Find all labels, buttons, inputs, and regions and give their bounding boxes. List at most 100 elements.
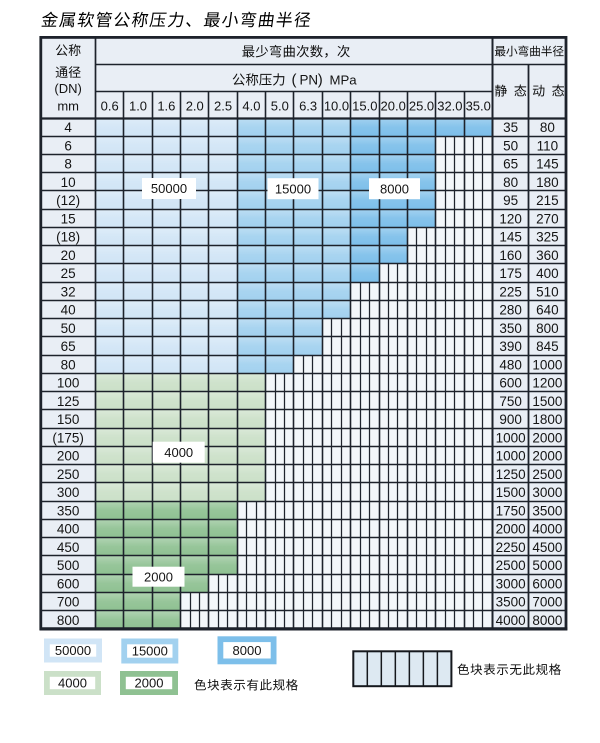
svg-text:800: 800 <box>536 321 559 336</box>
svg-text:8000: 8000 <box>532 613 562 628</box>
svg-text:175: 175 <box>499 266 522 281</box>
svg-text:500: 500 <box>57 558 80 573</box>
svg-text:95: 95 <box>503 193 518 208</box>
svg-text:2000: 2000 <box>496 522 526 537</box>
svg-text:845: 845 <box>536 339 559 354</box>
svg-text:1500: 1500 <box>496 485 526 500</box>
svg-text:10.0: 10.0 <box>324 99 349 114</box>
svg-text:640: 640 <box>536 303 559 318</box>
svg-text:(: ( <box>292 72 297 89</box>
svg-text:10: 10 <box>61 175 76 190</box>
svg-text:400: 400 <box>536 266 559 281</box>
svg-text:270: 270 <box>536 211 559 226</box>
svg-text:160: 160 <box>499 248 522 263</box>
svg-text:700: 700 <box>57 595 80 610</box>
svg-text:20: 20 <box>61 248 76 263</box>
svg-text:50000: 50000 <box>151 181 187 196</box>
svg-text:3500: 3500 <box>496 595 526 610</box>
svg-text:4000: 4000 <box>164 445 193 460</box>
svg-text:25.0: 25.0 <box>409 99 434 114</box>
svg-text:2500: 2500 <box>496 558 526 573</box>
svg-text:4000: 4000 <box>496 613 526 628</box>
svg-text:40: 40 <box>61 303 76 318</box>
svg-text:65: 65 <box>503 157 518 172</box>
svg-text:15.0: 15.0 <box>352 99 377 114</box>
svg-text:2000: 2000 <box>144 569 173 584</box>
svg-text:120: 120 <box>499 211 522 226</box>
svg-text:350: 350 <box>499 321 522 336</box>
svg-text:145: 145 <box>536 157 559 172</box>
svg-text:2000: 2000 <box>532 449 562 464</box>
svg-text:510: 510 <box>536 284 559 299</box>
svg-text:325: 325 <box>536 230 559 245</box>
svg-text:8000: 8000 <box>380 181 409 196</box>
svg-text:1250: 1250 <box>496 467 526 482</box>
svg-text:390: 390 <box>499 339 522 354</box>
svg-text:4.0: 4.0 <box>242 99 260 114</box>
svg-text:4500: 4500 <box>532 540 562 555</box>
svg-text:3500: 3500 <box>532 503 562 518</box>
svg-text:2500: 2500 <box>532 467 562 482</box>
svg-text:600: 600 <box>499 376 522 391</box>
svg-text:3000: 3000 <box>532 485 562 500</box>
svg-text:300: 300 <box>57 485 80 500</box>
svg-text:MPa: MPa <box>330 73 358 88</box>
svg-text:50000: 50000 <box>55 643 91 658</box>
svg-text:mm: mm <box>57 99 79 114</box>
svg-text:6: 6 <box>64 138 72 153</box>
svg-text:215: 215 <box>536 193 559 208</box>
svg-text:5000: 5000 <box>532 558 562 573</box>
svg-text:480: 480 <box>499 357 522 372</box>
svg-text:65: 65 <box>61 339 76 354</box>
svg-text:100: 100 <box>57 376 80 391</box>
svg-text:2.5: 2.5 <box>214 99 232 114</box>
svg-text:4000: 4000 <box>58 676 87 691</box>
svg-text:0.6: 0.6 <box>101 99 119 114</box>
svg-text:1800: 1800 <box>532 412 562 427</box>
svg-text:110: 110 <box>537 138 559 153</box>
svg-text:1500: 1500 <box>532 394 562 409</box>
svg-text:80: 80 <box>503 175 518 190</box>
svg-text:750: 750 <box>499 394 522 409</box>
svg-text:50: 50 <box>61 321 76 336</box>
svg-text:1200: 1200 <box>532 376 562 391</box>
svg-text:5.0: 5.0 <box>271 99 289 114</box>
svg-text:125: 125 <box>57 394 80 409</box>
svg-text:280: 280 <box>499 303 522 318</box>
svg-text:35: 35 <box>503 120 518 135</box>
svg-text:350: 350 <box>57 503 80 518</box>
svg-text:4: 4 <box>64 120 72 135</box>
svg-text:1.6: 1.6 <box>157 99 175 114</box>
svg-text:15000: 15000 <box>275 181 311 196</box>
svg-text:PN: PN <box>300 73 319 88</box>
svg-text:1000: 1000 <box>532 357 562 372</box>
svg-text:1000: 1000 <box>496 449 526 464</box>
svg-text:800: 800 <box>57 613 80 628</box>
svg-text:200: 200 <box>57 449 80 464</box>
svg-text:180: 180 <box>536 175 559 190</box>
svg-text:(18): (18) <box>56 230 80 245</box>
svg-text:360: 360 <box>536 248 559 263</box>
svg-text:600: 600 <box>57 576 80 591</box>
svg-text:2250: 2250 <box>496 540 526 555</box>
svg-text:80: 80 <box>540 120 555 135</box>
svg-text:): ) <box>318 72 323 89</box>
svg-text:(12): (12) <box>56 193 80 208</box>
svg-text:80: 80 <box>61 357 76 372</box>
svg-text:32: 32 <box>61 284 76 299</box>
svg-text:2000: 2000 <box>532 430 562 445</box>
svg-text:1750: 1750 <box>496 503 526 518</box>
svg-text:8000: 8000 <box>233 643 262 658</box>
svg-text:35.0: 35.0 <box>466 99 491 114</box>
svg-text:15000: 15000 <box>132 644 168 659</box>
svg-text:450: 450 <box>57 540 80 555</box>
svg-text:2.0: 2.0 <box>186 99 204 114</box>
svg-text:900: 900 <box>499 412 522 427</box>
svg-text:4000: 4000 <box>532 522 562 537</box>
svg-text:225: 225 <box>499 284 522 299</box>
svg-text:25: 25 <box>61 266 76 281</box>
svg-text:150: 150 <box>57 412 80 427</box>
svg-text:6.3: 6.3 <box>299 99 317 114</box>
svg-text:8: 8 <box>64 157 72 172</box>
svg-text:6000: 6000 <box>532 576 562 591</box>
